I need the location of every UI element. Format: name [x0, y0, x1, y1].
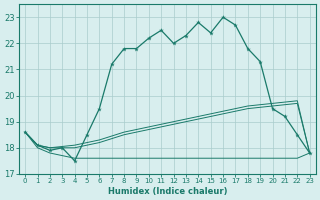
- X-axis label: Humidex (Indice chaleur): Humidex (Indice chaleur): [108, 187, 227, 196]
